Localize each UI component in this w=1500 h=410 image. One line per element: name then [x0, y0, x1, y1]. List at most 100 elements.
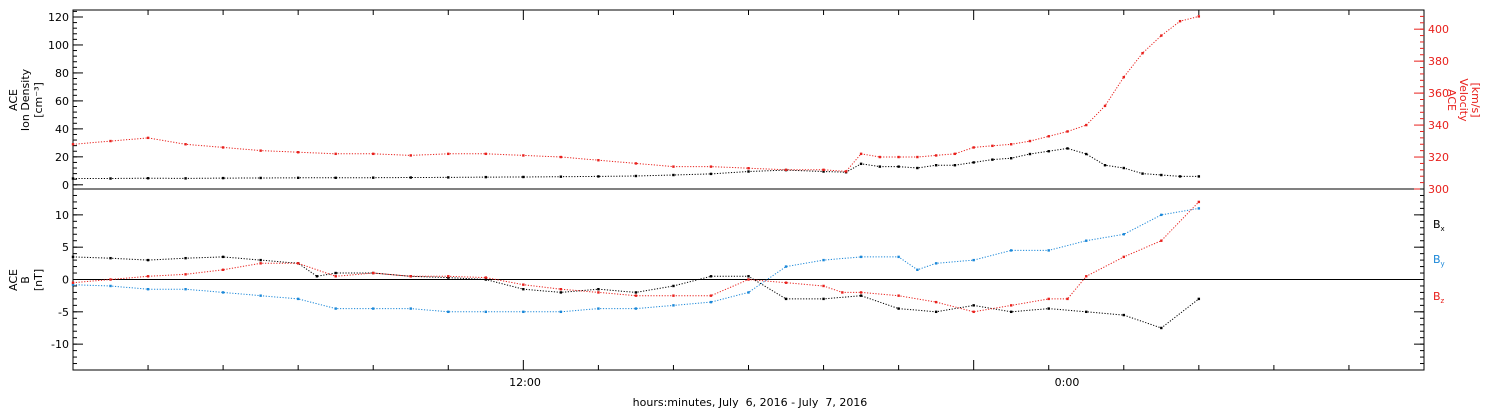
density-point — [1047, 150, 1050, 153]
bfield-tick-label: 5 — [62, 241, 69, 254]
bx-point — [1122, 313, 1125, 317]
velocity-point — [146, 136, 150, 140]
x-tick-label-0000: 0:00 — [1055, 376, 1080, 389]
legend-bx: Bx — [1433, 218, 1445, 233]
velocity-point — [1197, 15, 1201, 18]
bx-point — [315, 275, 319, 278]
velocity-ylabel-line-1: ACE — [1445, 89, 1458, 111]
by-point — [1122, 233, 1125, 236]
axis-ticks: 0 20 40 60 80 100 120 300 320 340 360 380 400 -10 -5 0 5… — [48, 10, 1449, 371]
velocity-point — [1141, 51, 1144, 55]
velocity-point — [822, 168, 825, 172]
bfield-tick-label: 10 — [55, 209, 69, 222]
velocity-point — [878, 155, 882, 159]
by-point — [71, 283, 75, 286]
bfield-tick-label: -5 — [58, 306, 69, 319]
data-marks — [71, 15, 1201, 330]
bz-point — [934, 300, 938, 304]
bz-point — [634, 294, 638, 297]
velocity-point — [296, 151, 300, 154]
velocity-point — [972, 146, 975, 149]
bz-trace — [72, 201, 1200, 313]
bz-point — [409, 275, 412, 278]
velocity-point — [844, 170, 848, 173]
velocity-tick-label: 340 — [1428, 119, 1449, 132]
x-tick-label-1200: 12:00 — [509, 376, 541, 389]
velocity-point — [1103, 104, 1107, 108]
velocity-tick-label: 360 — [1428, 87, 1449, 100]
velocity-point — [184, 143, 187, 146]
velocity-point — [1066, 130, 1069, 133]
velocity-tick-label: 300 — [1428, 183, 1449, 196]
legend-by: By — [1433, 253, 1445, 268]
density-point — [897, 165, 900, 168]
density-tick-label: 0 — [62, 179, 69, 192]
velocity-tick-label: 400 — [1428, 23, 1449, 36]
velocity-point — [447, 152, 450, 156]
bx-point — [972, 304, 975, 307]
bz-point — [71, 281, 75, 284]
bz-point — [296, 262, 300, 265]
bz-point — [972, 310, 975, 314]
density-point — [953, 164, 957, 167]
legend-bz: Bz — [1433, 290, 1445, 305]
top-panel-frame — [72, 9, 1425, 190]
density-point — [1160, 173, 1163, 177]
bx-point — [784, 297, 788, 301]
bz-point — [784, 281, 788, 284]
density-trace — [73, 147, 1199, 179]
velocity-trace — [72, 15, 1199, 172]
bx-point — [1085, 310, 1088, 314]
density-tick-label: 60 — [55, 95, 69, 108]
density-point — [221, 176, 225, 180]
density-tick-label: 80 — [55, 67, 69, 80]
density-point — [484, 175, 488, 179]
density-point — [972, 161, 975, 164]
bz-point — [709, 294, 713, 297]
bx-point — [1197, 297, 1201, 301]
by-point — [559, 310, 563, 314]
density-point — [916, 166, 919, 170]
velocity-tick-label: 320 — [1428, 151, 1449, 164]
bz-point — [859, 291, 863, 294]
density-point — [1066, 147, 1069, 150]
bz-point — [372, 271, 375, 275]
bx-trace — [72, 256, 1200, 329]
by-point — [372, 307, 375, 310]
by-point — [784, 265, 788, 268]
density-point — [1103, 164, 1107, 167]
legend-bz-sub: z — [1441, 297, 1445, 305]
bz-point — [1197, 200, 1201, 204]
x-axis-label: hours:minutes, July 6, 2016 - July 7, 20… — [633, 396, 868, 409]
density-point — [334, 176, 337, 180]
velocity-point — [1028, 139, 1032, 143]
velocity-point — [934, 154, 938, 157]
bfield-tick-label: -10 — [51, 338, 69, 351]
by-point — [1160, 213, 1163, 217]
velocity-point — [221, 146, 225, 149]
bx-point — [334, 271, 337, 275]
bx-point — [1009, 310, 1013, 314]
density-point — [709, 172, 713, 176]
bx-point — [597, 287, 600, 291]
density-point — [1197, 175, 1201, 178]
by-point — [146, 287, 150, 291]
density-point — [597, 175, 600, 178]
bx-point — [221, 255, 225, 259]
bx-point — [709, 275, 713, 278]
velocity-point — [953, 152, 957, 156]
density-tick-label: 40 — [55, 123, 69, 136]
velocity-point — [1047, 135, 1050, 138]
bx-point — [447, 276, 450, 279]
velocity-ylabel-line-2: Velocity — [1457, 78, 1470, 122]
bz-point — [221, 268, 225, 272]
by-point — [709, 300, 713, 304]
density-point — [409, 176, 412, 179]
bx-point — [559, 291, 563, 294]
by-trace — [72, 207, 1199, 313]
legend-by-sub: y — [1441, 260, 1445, 268]
bz-point — [109, 278, 112, 281]
density-point — [1178, 175, 1182, 178]
velocity-point — [372, 152, 375, 156]
